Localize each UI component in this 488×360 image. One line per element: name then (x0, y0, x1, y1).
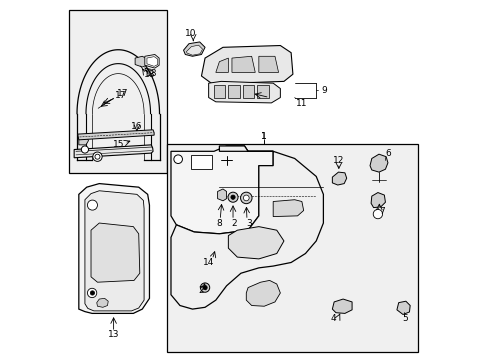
Text: 16: 16 (131, 122, 142, 131)
Text: 7: 7 (379, 207, 384, 216)
Polygon shape (144, 54, 159, 68)
Polygon shape (332, 172, 346, 185)
Bar (190, 155, 212, 169)
Text: 1: 1 (261, 132, 266, 141)
Bar (242, 85, 254, 98)
Text: 12: 12 (332, 156, 344, 165)
Circle shape (93, 152, 102, 161)
Polygon shape (215, 58, 228, 72)
Text: 18: 18 (143, 70, 155, 79)
Text: 10: 10 (184, 29, 196, 38)
Circle shape (174, 155, 182, 163)
Circle shape (200, 283, 209, 292)
Text: 14: 14 (203, 258, 214, 267)
Polygon shape (183, 42, 204, 56)
Text: 8: 8 (216, 219, 222, 228)
Polygon shape (370, 193, 385, 208)
Polygon shape (186, 45, 202, 55)
Polygon shape (171, 146, 323, 309)
Polygon shape (217, 189, 226, 201)
Polygon shape (74, 145, 153, 158)
Polygon shape (369, 154, 387, 172)
Text: 5: 5 (402, 314, 407, 323)
Polygon shape (228, 226, 284, 259)
Bar (257, 85, 268, 98)
Circle shape (243, 195, 249, 201)
Polygon shape (91, 223, 140, 282)
Text: 9: 9 (321, 86, 326, 95)
Text: 6: 6 (384, 149, 390, 158)
Text: 17: 17 (115, 91, 126, 100)
Bar (228, 85, 239, 98)
Polygon shape (79, 184, 149, 314)
Text: 15: 15 (112, 140, 124, 149)
Polygon shape (208, 81, 280, 103)
Polygon shape (332, 299, 351, 314)
Bar (214, 85, 225, 98)
Polygon shape (97, 298, 108, 307)
Polygon shape (258, 56, 278, 72)
Circle shape (240, 192, 251, 204)
Polygon shape (396, 301, 409, 315)
Circle shape (95, 154, 100, 159)
Text: 2: 2 (230, 219, 236, 228)
Text: 4: 4 (330, 314, 336, 323)
Polygon shape (78, 130, 154, 140)
Circle shape (230, 195, 235, 199)
Text: 13: 13 (108, 330, 119, 339)
Text: 17: 17 (117, 89, 128, 98)
Circle shape (372, 210, 382, 219)
Polygon shape (231, 56, 255, 72)
Circle shape (90, 291, 94, 295)
Polygon shape (201, 45, 292, 84)
Bar (167, 144, 418, 352)
Circle shape (87, 200, 97, 210)
Polygon shape (246, 280, 280, 306)
Text: 11: 11 (296, 99, 307, 108)
Polygon shape (171, 146, 273, 234)
Circle shape (203, 285, 207, 290)
Text: 1: 1 (261, 132, 266, 141)
Text: 18: 18 (146, 69, 158, 78)
Polygon shape (147, 57, 158, 66)
Polygon shape (273, 200, 303, 217)
Text: 2: 2 (198, 285, 204, 294)
Text: 3: 3 (245, 219, 251, 228)
Circle shape (227, 192, 238, 202)
Polygon shape (85, 191, 144, 311)
Bar (69, 10, 167, 173)
Circle shape (87, 288, 97, 298)
Circle shape (81, 146, 88, 153)
Polygon shape (79, 136, 88, 145)
Polygon shape (135, 56, 147, 67)
